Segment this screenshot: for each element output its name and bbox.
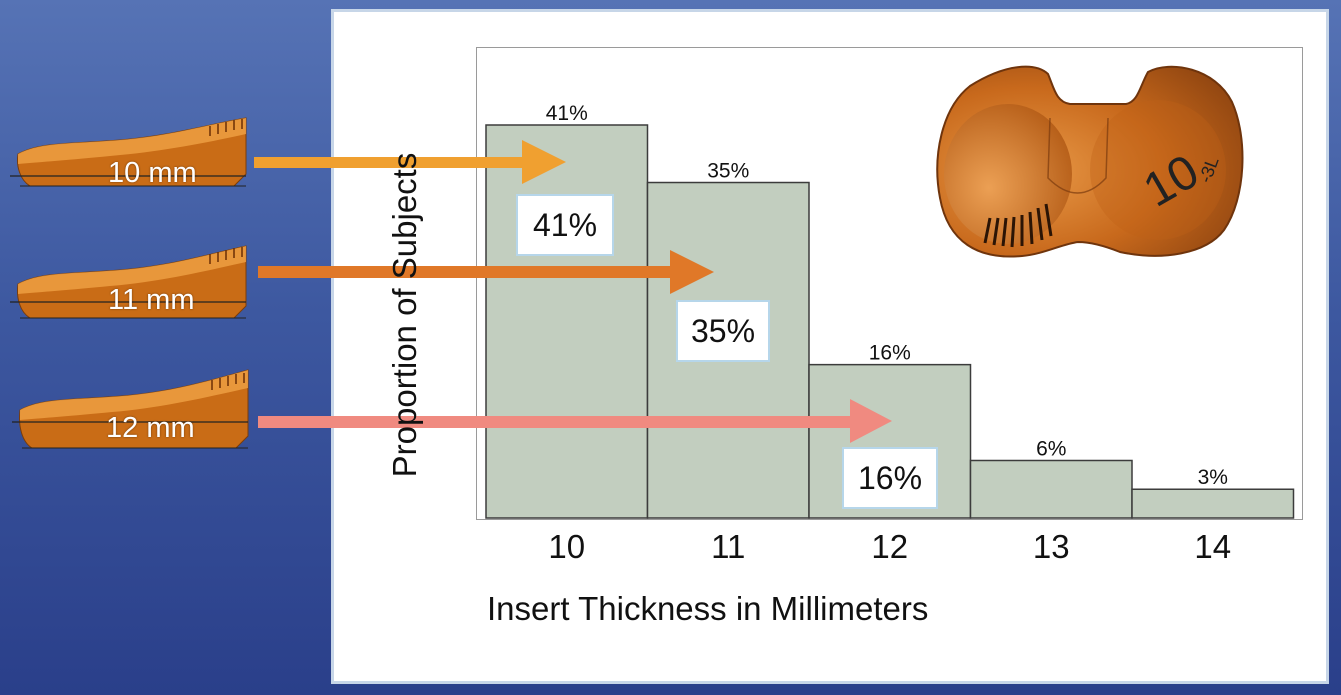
implant-label-11mm: 11 mm — [108, 284, 195, 316]
bar-14 — [1131, 488, 1295, 519]
bar-value-label-12: 16% — [869, 342, 911, 365]
bar-value-label-13: 6% — [1036, 437, 1066, 460]
plot-frame — [476, 47, 1303, 520]
x-axis-label: Insert Thickness in Millimeters — [487, 590, 929, 627]
bar-value-label-11: 35% — [707, 160, 749, 183]
bar-value-label-14: 3% — [1198, 466, 1228, 489]
implant-label-12mm: 12 mm — [106, 412, 195, 444]
x-tick-label-11: 11 — [711, 528, 745, 565]
implant-10mm-image — [10, 117, 247, 187]
x-tick-label-10: 10 — [548, 528, 585, 565]
bar-value-label-10: 41% — [546, 102, 588, 125]
tibial-insert-illustration: 10 -3L — [936, 65, 1244, 258]
callout-12mm: 16% — [842, 447, 938, 509]
callout-10mm: 41% — [516, 194, 614, 256]
implant-11mm-image — [10, 245, 247, 319]
implant-label-10mm: 10 mm — [108, 157, 197, 189]
bar-13 — [969, 459, 1133, 519]
x-tick-label-14: 14 — [1194, 528, 1231, 565]
callout-11mm: 35% — [676, 300, 770, 362]
x-tick-label-12: 12 — [871, 528, 908, 565]
implant-12mm-image — [12, 369, 249, 449]
x-tick-label-13: 13 — [1033, 528, 1070, 565]
bar-10 — [485, 124, 649, 519]
y-axis-label-text: Proportion of Subjects — [386, 152, 423, 478]
